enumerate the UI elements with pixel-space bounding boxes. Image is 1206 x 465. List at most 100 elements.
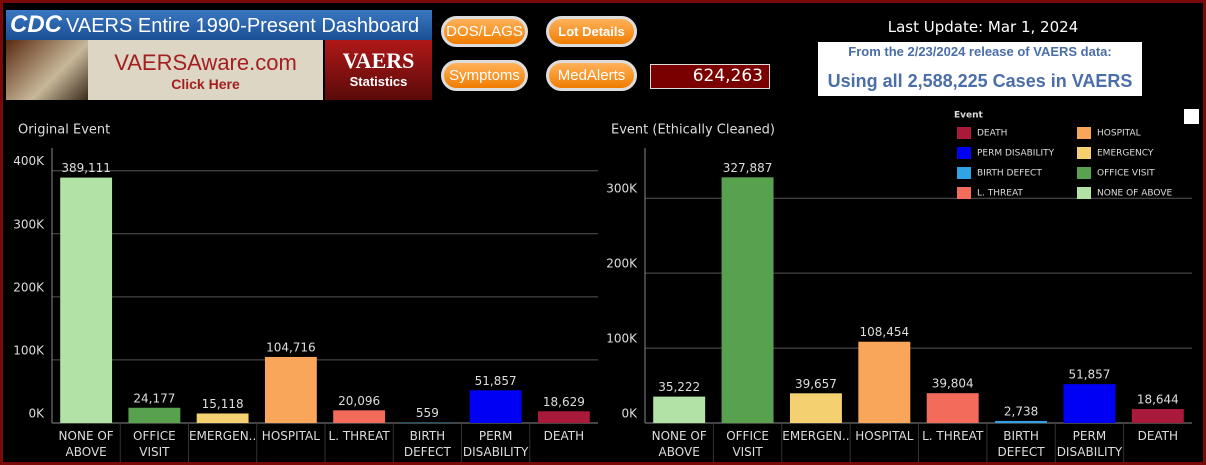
- legend-label: EMERGENCY: [1097, 149, 1154, 159]
- value-label: 24,177: [133, 391, 175, 405]
- value-label: 559: [416, 406, 439, 420]
- legend-label: DEATH: [977, 129, 1007, 139]
- x-tick-box: DEATH: [543, 429, 585, 443]
- value-label: 18,644: [1137, 393, 1179, 407]
- x-tick-box: L. THREAT: [328, 429, 390, 443]
- x-tick-label: HOSPITAL: [261, 429, 320, 443]
- badge-title: VAERS: [342, 48, 415, 73]
- bar: [333, 410, 386, 423]
- bar: [995, 420, 1048, 423]
- dashboard-title: VAERS Entire 1990-Present Dashboard: [66, 15, 420, 37]
- y-tick-label: 300K: [13, 217, 45, 231]
- bar: [469, 390, 522, 423]
- button[interactable]: Symptoms: [441, 60, 528, 91]
- bar: [926, 393, 979, 423]
- x-tick-box: PERM DISABILITY: [1056, 429, 1123, 459]
- y-tick-label: 100K: [606, 332, 638, 346]
- bar: [537, 411, 590, 423]
- last-update: Last Update: Mar 1, 2024: [887, 18, 1079, 36]
- legend-label: PERM DISABILITY: [977, 149, 1055, 159]
- value-label: 20,096: [338, 394, 380, 408]
- release-box: From the 2/23/2024 release of VAERS data…: [818, 42, 1142, 96]
- bar: [789, 393, 842, 423]
- bar: [1063, 384, 1116, 423]
- site-name: VAERSAware.com: [114, 50, 297, 75]
- eagle-image: [6, 40, 88, 100]
- chart-title: Event (Ethically Cleaned): [611, 123, 775, 138]
- bar: [653, 396, 706, 423]
- badge-sub: Statistics: [349, 74, 408, 89]
- y-tick-label: 400K: [13, 154, 45, 168]
- x-tick-label: DEATH: [1137, 429, 1179, 443]
- logo: CDC: [10, 11, 62, 38]
- counter: 624,263: [650, 64, 770, 89]
- chart-title: Original Event: [18, 123, 110, 138]
- legend-label: HOSPITAL: [1097, 129, 1141, 139]
- button[interactable]: MedAlerts: [546, 60, 637, 91]
- value-label: 327,887: [723, 161, 773, 175]
- x-tick-label: PERM DISABILITY: [462, 429, 529, 459]
- y-tick-label: 0K: [28, 407, 45, 421]
- x-tick-box: HOSPITAL: [261, 429, 320, 443]
- x-tick-label: DEATH: [543, 429, 585, 443]
- legend-title: Event: [954, 111, 984, 121]
- banner: CDC VAERS Entire 1990-Present Dashboard: [6, 10, 432, 40]
- legend-swatch: [957, 187, 971, 199]
- y-tick-label: 200K: [13, 280, 45, 294]
- x-tick-box: PERM DISABILITY: [462, 429, 529, 459]
- toggle[interactable]: [1184, 109, 1199, 124]
- legend-label: NONE OF ABOVE: [1097, 189, 1172, 199]
- legend-label: L. THREAT: [977, 189, 1023, 199]
- x-tick-box: NONE OF ABOVE: [651, 429, 707, 459]
- cases: Using all 2,588,225 Cases in VAERS: [827, 71, 1133, 91]
- value-label: 18,629: [543, 395, 585, 409]
- value-label: 35,222: [658, 380, 700, 394]
- release: From the 2/23/2024 release of VAERS data…: [848, 44, 1112, 59]
- legend-swatch: [1077, 187, 1091, 199]
- value-label: 51,857: [1068, 368, 1110, 382]
- button[interactable]: DOS/LAGS: [441, 16, 528, 47]
- legend-label: OFFICE VISIT: [1097, 169, 1155, 179]
- y-tick-label: 0K: [621, 407, 638, 421]
- bar: [264, 356, 317, 423]
- x-tick-label: NONE OF ABOVE: [651, 429, 707, 459]
- x-tick-box: OFFICE VISIT: [726, 429, 769, 459]
- value-label: 39,804: [932, 377, 974, 391]
- x-tick-box: DEATH: [1137, 429, 1179, 443]
- x-tick-label: BIRTH DEFECT: [997, 429, 1045, 459]
- x-tick-label: L. THREAT: [328, 429, 390, 443]
- x-tick-box: NONE OF ABOVE: [59, 429, 114, 459]
- value-label: 15,118: [202, 397, 244, 411]
- x-tick-box: EMERGEN..: [782, 429, 850, 443]
- legend-swatch: [957, 147, 971, 159]
- x-tick-label: EMERGEN..: [782, 429, 850, 443]
- site-link[interactable]: VAERSAware.com Click Here: [88, 40, 323, 100]
- y-tick-label: 200K: [606, 257, 638, 271]
- x-tick-box: BIRTH DEFECT: [997, 429, 1045, 459]
- value-label: 39,657: [795, 377, 837, 391]
- x-tick-label: OFFICE VISIT: [726, 429, 769, 459]
- legend-swatch: [957, 127, 971, 139]
- legend-swatch: [1077, 167, 1091, 179]
- value-label: 51,857: [475, 374, 517, 388]
- bar: [196, 413, 249, 423]
- value-label: 108,454: [860, 325, 910, 339]
- y-tick-label: 300K: [606, 182, 638, 196]
- legend-swatch: [957, 167, 971, 179]
- x-tick-box: BIRTH DEFECT: [404, 429, 451, 459]
- x-tick-box: EMERGEN..: [189, 429, 256, 443]
- bar: [60, 177, 113, 423]
- x-tick-box: HOSPITAL: [855, 429, 914, 443]
- value-label: 389,111: [61, 161, 111, 175]
- bar: [858, 341, 911, 423]
- x-tick-label: L. THREAT: [922, 429, 984, 443]
- x-tick-box: L. THREAT: [922, 429, 984, 443]
- badge[interactable]: VAERS Statistics: [325, 40, 432, 100]
- button[interactable]: Lot Details: [546, 16, 637, 47]
- x-tick-label: PERM DISABILITY: [1056, 429, 1123, 459]
- legend-label: BIRTH DEFECT: [977, 169, 1042, 179]
- x-tick-label: HOSPITAL: [855, 429, 914, 443]
